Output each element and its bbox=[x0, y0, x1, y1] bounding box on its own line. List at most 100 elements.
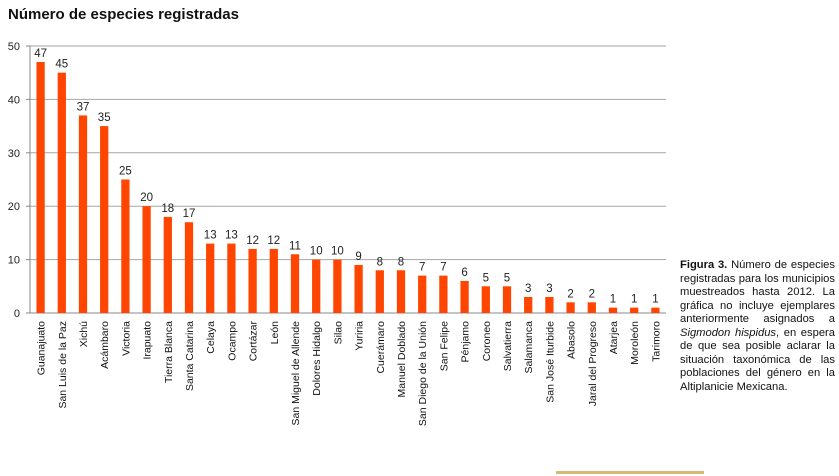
category-label: Silao bbox=[332, 321, 344, 345]
bar-value-label: 11 bbox=[289, 240, 301, 252]
bar bbox=[566, 302, 575, 313]
bar bbox=[418, 275, 427, 313]
y-tick-label: 10 bbox=[8, 255, 20, 267]
category-label: San Luis de la Paz bbox=[57, 321, 69, 409]
bar bbox=[57, 72, 66, 313]
y-tick-label: 20 bbox=[8, 201, 20, 213]
bar bbox=[439, 275, 448, 313]
bar-value-label: 25 bbox=[119, 166, 132, 178]
category-label: León bbox=[269, 321, 281, 345]
bar bbox=[184, 222, 194, 313]
bar-value-label: 3 bbox=[546, 283, 552, 295]
bar-value-label: 12 bbox=[267, 235, 280, 247]
bar-value-label: 7 bbox=[419, 262, 425, 274]
caption-species: Sigmodon hispidus bbox=[680, 326, 777, 339]
category-label: Acámbaro bbox=[99, 321, 111, 369]
y-tick-label: 50 bbox=[8, 41, 20, 53]
bar bbox=[333, 259, 342, 313]
bar-value-label: 10 bbox=[331, 246, 344, 258]
bar-value-label: 8 bbox=[398, 256, 404, 268]
bar-value-label: 5 bbox=[504, 272, 510, 284]
bar-value-label: 18 bbox=[161, 203, 174, 215]
caption-label: Figura 3. bbox=[680, 259, 728, 271]
bar bbox=[502, 286, 512, 313]
bar-value-label: 3 bbox=[525, 283, 531, 295]
bar bbox=[206, 243, 215, 313]
bars-layer bbox=[36, 62, 660, 313]
category-label: Salvatierra bbox=[502, 321, 514, 371]
bar-value-label: 17 bbox=[183, 208, 196, 220]
bar-value-label: 5 bbox=[483, 272, 489, 284]
bar-chart: 0 10 20 30 40 50 47 Guanajuato 45 San Luis de la… bbox=[8, 41, 666, 426]
category-label: Ocampo bbox=[226, 321, 238, 361]
bar-value-label: 12 bbox=[246, 235, 259, 247]
category-label: Jaral del Progreso bbox=[587, 321, 599, 406]
bar-value-label: 1 bbox=[610, 294, 616, 306]
bar-value-label: 47 bbox=[34, 48, 47, 60]
bar bbox=[248, 248, 257, 313]
bar-value-label: 2 bbox=[589, 288, 595, 300]
bar bbox=[524, 296, 533, 313]
category-label: Cuerámaro bbox=[375, 321, 387, 374]
category-label: Dolores Hidalgo bbox=[311, 321, 323, 396]
category-label: Moroleón bbox=[629, 321, 641, 365]
y-tick-label: 40 bbox=[8, 94, 20, 106]
bar bbox=[587, 302, 596, 313]
bar bbox=[651, 307, 660, 313]
bar bbox=[100, 126, 109, 313]
category-label: Tierra Blanca bbox=[163, 321, 175, 383]
category-label: Salamanca bbox=[523, 321, 535, 374]
bar bbox=[354, 264, 363, 313]
bar-value-label: 8 bbox=[377, 256, 383, 268]
bar bbox=[312, 259, 321, 313]
bar-value-label: 13 bbox=[225, 230, 238, 242]
category-label: Yuriria bbox=[354, 321, 366, 351]
category-label: Coroneo bbox=[481, 321, 493, 361]
bar-value-label: 2 bbox=[567, 288, 573, 300]
chart-title: Número de especies registradas bbox=[8, 6, 239, 23]
caption-text-after: , en espera de que sea posible aclarar l… bbox=[680, 326, 835, 393]
bar bbox=[78, 115, 88, 313]
bar bbox=[290, 254, 300, 313]
bar bbox=[121, 179, 130, 313]
bar-value-label: 9 bbox=[355, 251, 361, 263]
category-label: Santa Catarina bbox=[184, 321, 196, 391]
bar-value-label: 13 bbox=[204, 230, 217, 242]
bar-value-label: 20 bbox=[140, 192, 153, 204]
bar bbox=[608, 307, 618, 313]
category-label: Atarjea bbox=[608, 321, 620, 354]
category-label: Celaya bbox=[205, 321, 217, 354]
category-label: San José Iturbide bbox=[544, 321, 556, 403]
category-label: San Miguel de Allende bbox=[290, 321, 302, 426]
bar-value-label: 1 bbox=[631, 294, 637, 306]
bar bbox=[630, 307, 639, 313]
category-label: Victoria bbox=[120, 321, 132, 356]
category-label: San Diego de la Unión bbox=[417, 321, 429, 426]
category-label: San Felipe bbox=[438, 321, 450, 371]
bar-value-label: 10 bbox=[310, 246, 323, 258]
bar bbox=[545, 296, 554, 313]
category-label: Tarimoro bbox=[650, 321, 662, 362]
bar bbox=[36, 62, 45, 313]
axis-layer: 0 10 20 30 40 50 bbox=[8, 41, 666, 320]
bar bbox=[460, 280, 469, 313]
bar-value-label: 1 bbox=[652, 294, 658, 306]
bar-value-label: 37 bbox=[77, 101, 90, 113]
category-label: Manuel Doblado bbox=[396, 321, 408, 398]
y-tick-label: 30 bbox=[8, 148, 20, 160]
y-tick-label: 0 bbox=[14, 308, 20, 320]
category-label: Guanajuato bbox=[36, 321, 48, 375]
bar bbox=[163, 216, 172, 313]
category-label: Pénjamo bbox=[460, 321, 472, 363]
bar-value-label: 35 bbox=[98, 112, 111, 124]
bar-value-label: 45 bbox=[55, 59, 68, 71]
grid-layer bbox=[30, 45, 666, 261]
category-label: Irapuato bbox=[142, 321, 154, 360]
category-label: Cortázar bbox=[248, 321, 260, 362]
caption-text-before: Número de especies registradas para los … bbox=[680, 259, 836, 325]
bar bbox=[396, 270, 406, 313]
category-label: Abasolo bbox=[566, 321, 578, 359]
bar bbox=[481, 286, 490, 313]
bar bbox=[375, 270, 384, 313]
